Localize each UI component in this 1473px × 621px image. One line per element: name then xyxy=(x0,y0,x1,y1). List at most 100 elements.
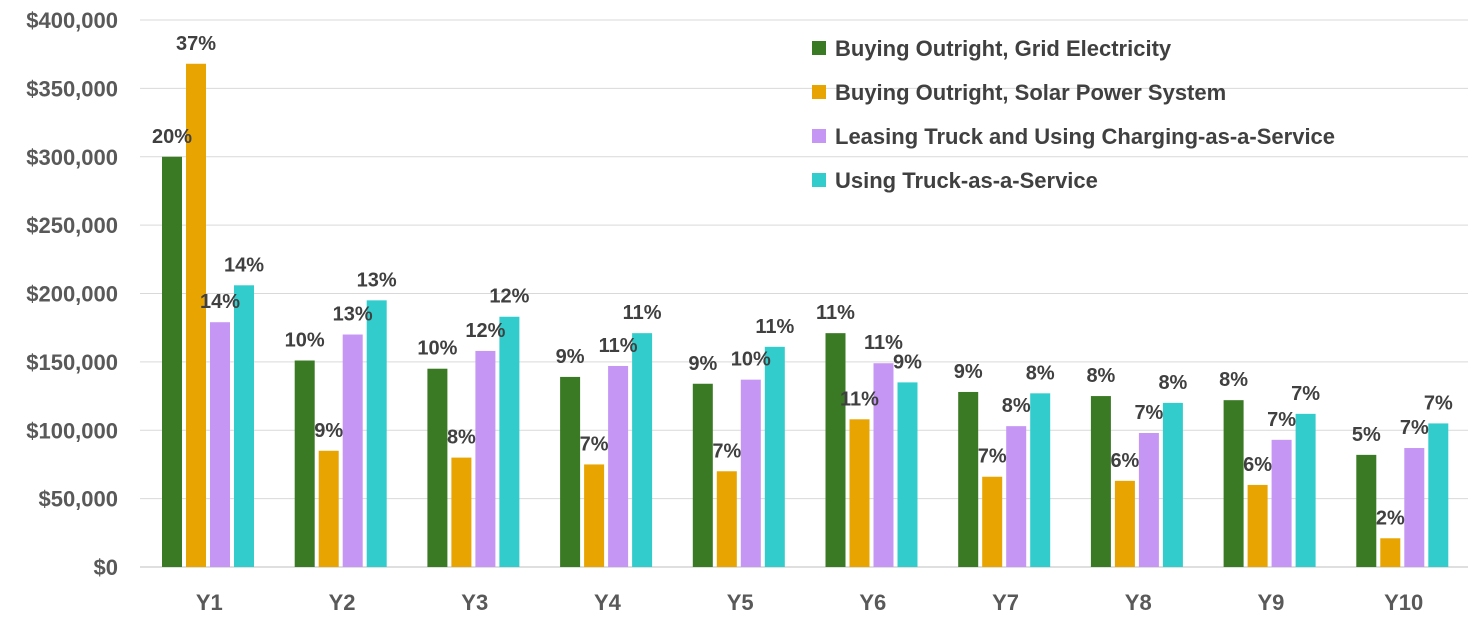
y-tick-label: $400,000 xyxy=(26,8,118,33)
data-label: 8% xyxy=(1002,395,1031,417)
data-label: 11% xyxy=(599,335,638,357)
x-tick-label: Y3 xyxy=(461,590,488,615)
legend-label: Buying Outright, Grid Electricity xyxy=(835,36,1172,61)
x-tick-label: Y6 xyxy=(859,590,886,615)
x-tick-label: Y8 xyxy=(1125,590,1152,615)
data-label: 7% xyxy=(712,440,741,462)
bars xyxy=(162,63,1449,567)
data-label: 10% xyxy=(417,338,457,360)
x-axis: Y1 Y2 Y3 Y4 Y5 Y6 Y7 Y8 Y9 Y10 xyxy=(196,590,1423,615)
bar xyxy=(366,300,387,567)
x-tick-label: Y5 xyxy=(727,590,754,615)
bar xyxy=(1356,454,1377,567)
x-tick-label: Y1 xyxy=(196,590,223,615)
bar xyxy=(584,464,605,567)
bar xyxy=(764,346,785,567)
legend-swatch xyxy=(812,129,826,143)
bar xyxy=(1006,426,1027,567)
bar xyxy=(897,382,918,567)
data-label: 13% xyxy=(357,269,397,291)
bar xyxy=(1030,393,1051,567)
bar xyxy=(958,391,979,567)
legend-swatch xyxy=(812,173,826,187)
data-label: 14% xyxy=(200,291,240,313)
data-label: 7% xyxy=(978,446,1007,468)
data-label: 14% xyxy=(224,254,264,276)
data-label: 10% xyxy=(731,349,771,371)
data-label: 5% xyxy=(1352,424,1381,446)
y-tick-label: $250,000 xyxy=(26,213,118,238)
data-label: 8% xyxy=(1026,362,1055,384)
data-label: 7% xyxy=(1134,402,1163,424)
bar xyxy=(1428,423,1449,567)
bar xyxy=(427,368,448,567)
x-tick-label: Y7 xyxy=(992,590,1019,615)
data-label: 20% xyxy=(152,126,192,148)
data-label: 11% xyxy=(755,316,794,338)
bar xyxy=(632,333,653,567)
bar xyxy=(210,322,230,567)
legend-label: Buying Outright, Solar Power System xyxy=(835,80,1226,105)
data-label: 7% xyxy=(1291,383,1320,405)
data-label: 7% xyxy=(580,433,609,455)
bar xyxy=(451,457,472,567)
data-label: 10% xyxy=(285,330,325,352)
y-tick-label: $350,000 xyxy=(26,76,118,101)
bar xyxy=(234,285,254,567)
bar xyxy=(873,363,894,567)
data-label: 9% xyxy=(954,361,983,383)
bar xyxy=(1138,432,1159,567)
y-tick-label: $0 xyxy=(94,555,118,580)
data-label: 7% xyxy=(1267,409,1296,431)
data-label: 8% xyxy=(1086,365,1115,387)
x-tick-label: Y9 xyxy=(1257,590,1284,615)
data-label: 7% xyxy=(1400,417,1429,439)
data-label: 9% xyxy=(556,346,585,368)
x-tick-label: Y4 xyxy=(594,590,622,615)
legend-swatch xyxy=(812,41,826,55)
bar xyxy=(1295,413,1316,567)
data-label: 11% xyxy=(840,388,879,410)
data-label: 12% xyxy=(465,320,505,342)
legend-swatch xyxy=(812,85,826,99)
data-label: 6% xyxy=(1243,454,1272,476)
y-axis: $0 $50,000 $100,000 $150,000 $200,000 $250,00… xyxy=(26,8,118,580)
data-label: 8% xyxy=(447,427,476,449)
bar xyxy=(849,419,870,567)
bar xyxy=(560,376,581,567)
data-label: 13% xyxy=(333,304,373,326)
y-tick-label: $300,000 xyxy=(26,145,118,170)
gridlines xyxy=(140,19,1468,568)
data-label: 6% xyxy=(1110,450,1139,472)
legend: Buying Outright, Grid Electricity Buying … xyxy=(812,36,1335,193)
bar xyxy=(1404,448,1425,567)
y-tick-label: $50,000 xyxy=(38,487,118,512)
x-tick-label: Y10 xyxy=(1384,590,1423,615)
data-label: 2% xyxy=(1376,507,1405,529)
bar xyxy=(186,63,206,567)
legend-label: Leasing Truck and Using Charging-as-a-Se… xyxy=(835,124,1335,149)
data-label: 7% xyxy=(1424,392,1453,414)
data-label: 11% xyxy=(623,302,662,324)
bar xyxy=(982,476,1003,567)
data-labels: 20% 37% 14% 14% 10% 9% 13% 13% 10% 8% 12% 12% 9% 7% 11… xyxy=(152,33,1453,530)
bar xyxy=(342,334,363,567)
bar xyxy=(692,383,713,567)
data-label: 11% xyxy=(816,302,855,324)
bar xyxy=(740,379,761,567)
legend-label: Using Truck-as-a-Service xyxy=(835,168,1098,193)
bar xyxy=(318,450,339,567)
data-label: 8% xyxy=(1158,372,1187,394)
bar xyxy=(294,360,315,567)
x-tick-label: Y2 xyxy=(329,590,356,615)
y-tick-label: $200,000 xyxy=(26,282,118,307)
data-label: 12% xyxy=(489,286,529,308)
data-label: 8% xyxy=(1219,369,1248,391)
bar xyxy=(1090,396,1111,567)
y-tick-label: $150,000 xyxy=(26,350,118,375)
bar xyxy=(162,156,182,567)
data-label: 37% xyxy=(176,33,216,55)
bar xyxy=(825,333,846,567)
bar xyxy=(1380,538,1401,567)
